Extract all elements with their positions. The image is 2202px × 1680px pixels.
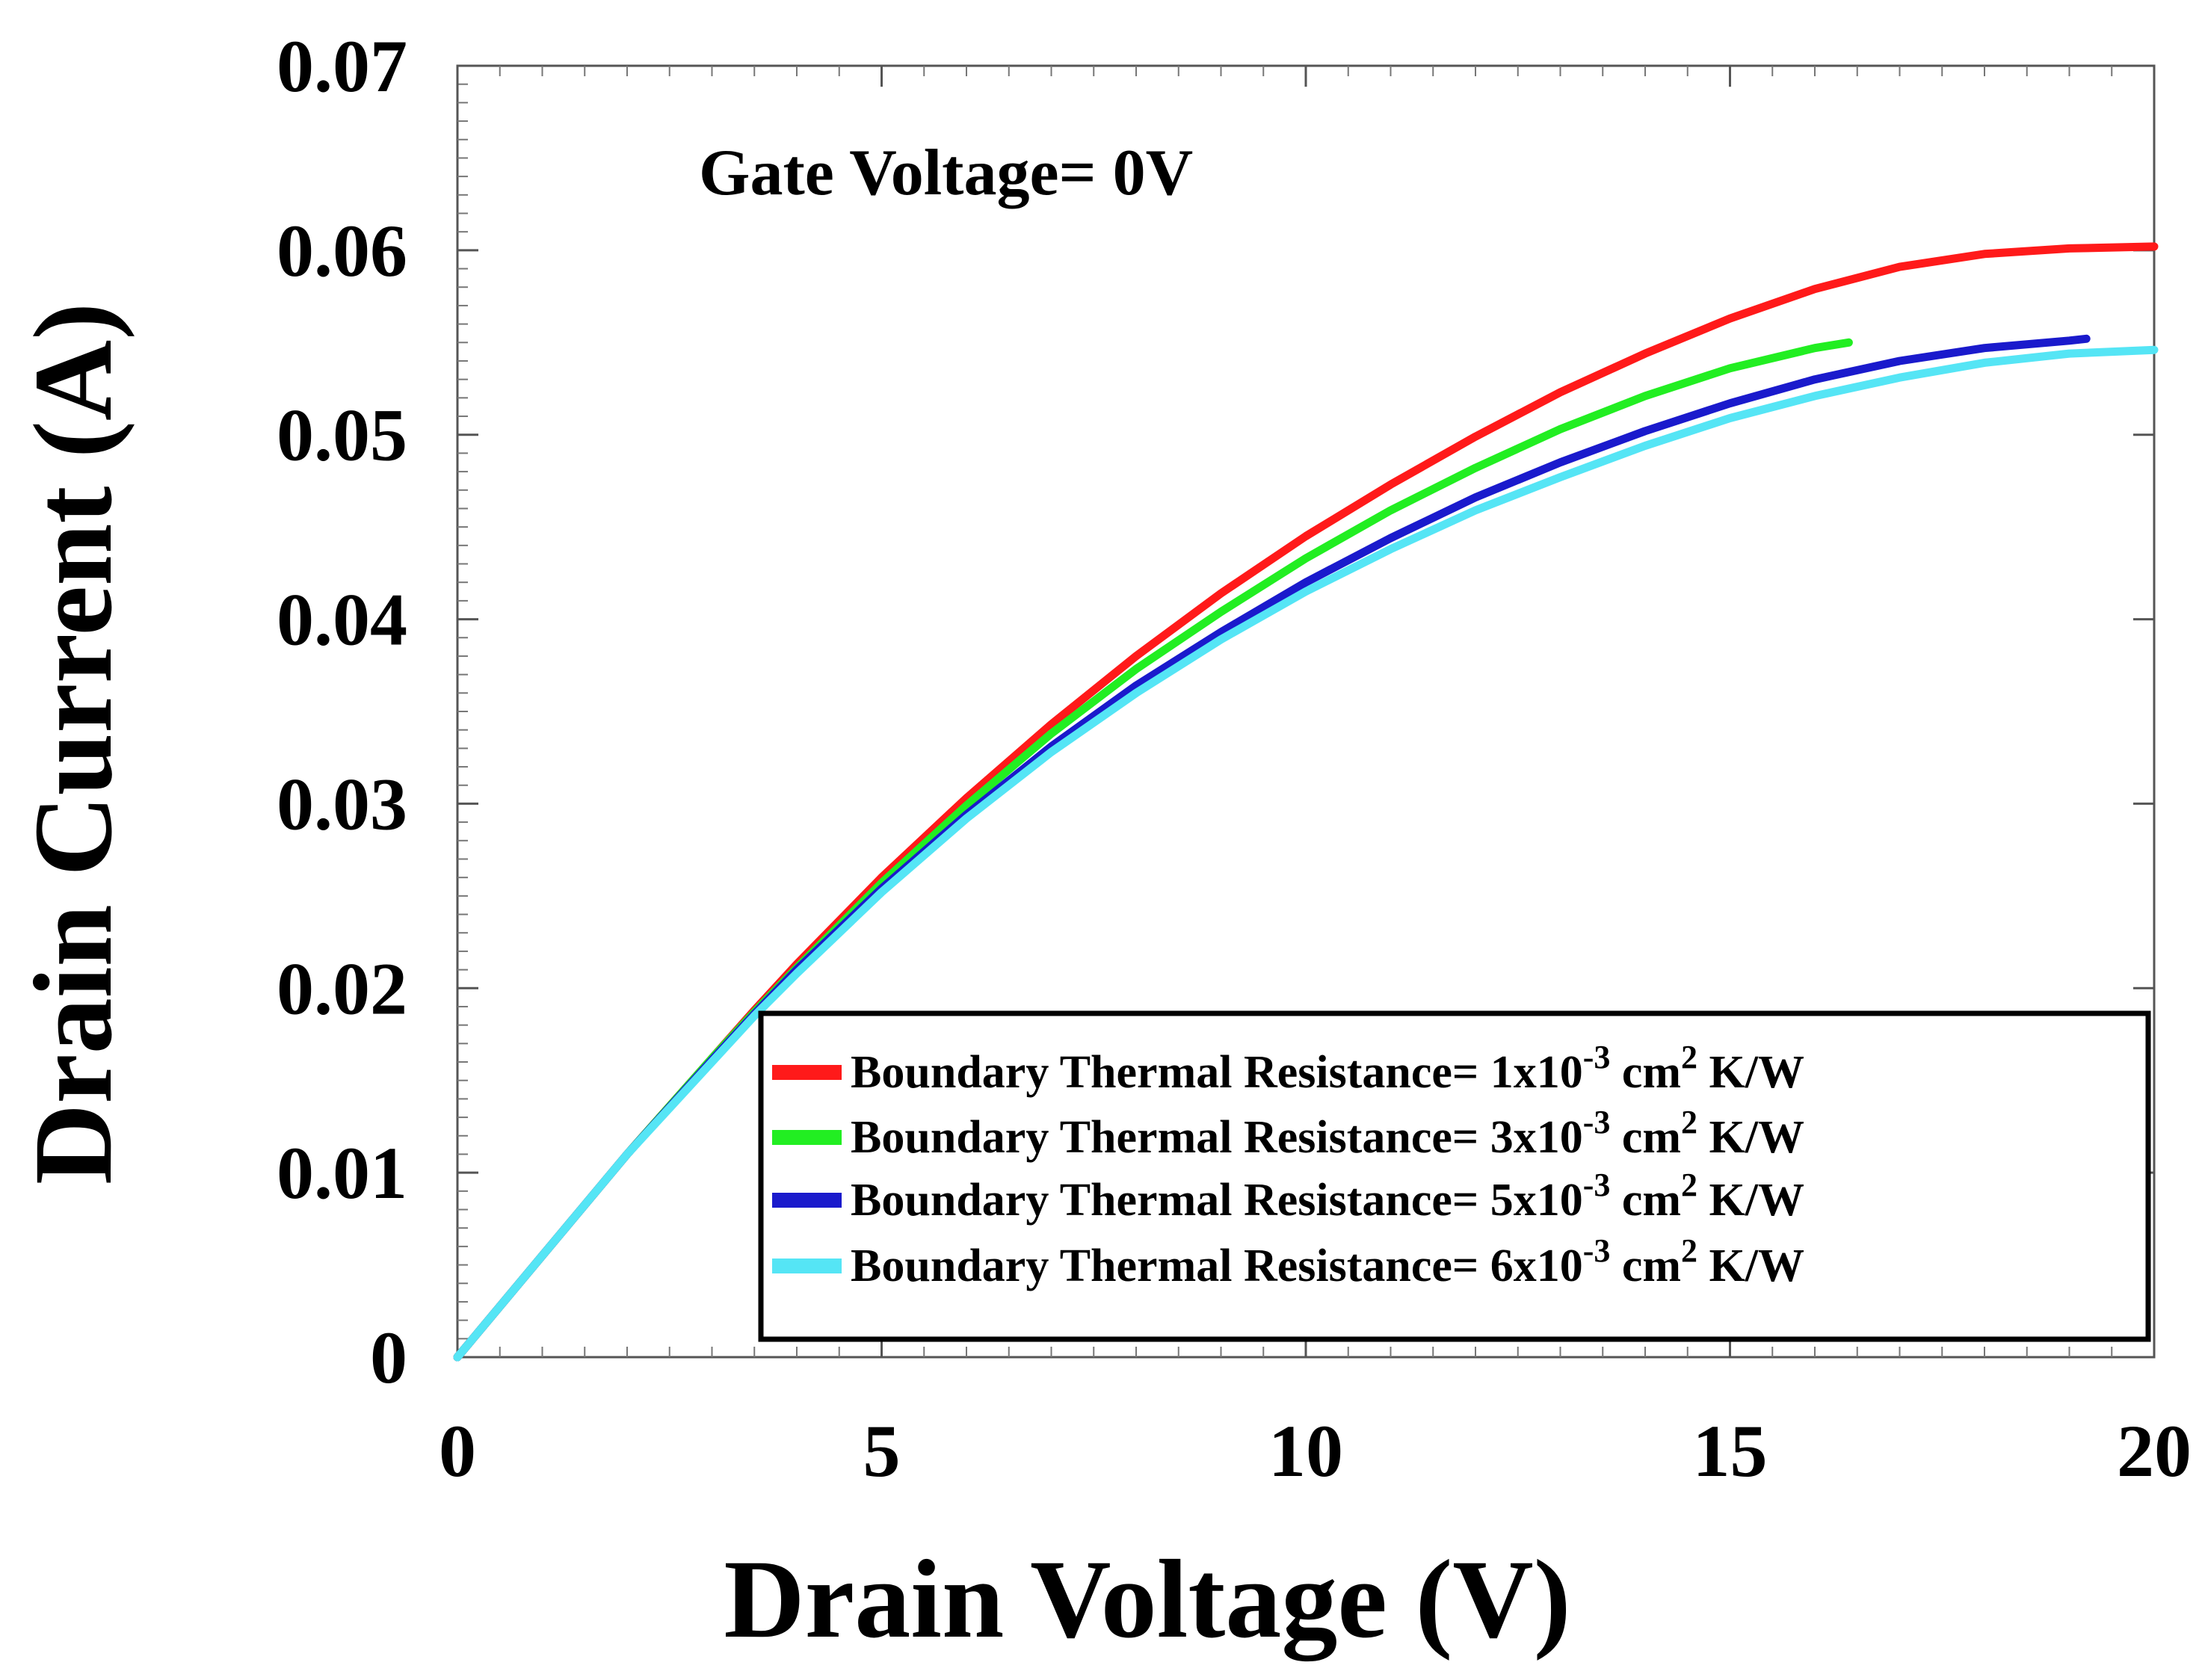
legend-label-part: cm (1610, 1241, 1681, 1291)
legend-label-part: 2 (1681, 1167, 1697, 1203)
x-axis-title: Drain Voltage (V) (724, 1537, 1570, 1661)
y-axis-title: Drain Current (A) (11, 303, 135, 1185)
legend-label-part: Boundary Thermal Resistance= 3x10 (851, 1112, 1583, 1163)
x-tick-label: 0 (439, 1409, 476, 1492)
legend-label-part: 2 (1681, 1039, 1697, 1075)
legend-label-part: K/W (1697, 1112, 1804, 1163)
legend-label-part: Boundary Thermal Resistance= 5x10 (851, 1175, 1583, 1226)
y-tick-label: 0.04 (277, 578, 407, 661)
legend-label-part: Boundary Thermal Resistance= 1x10 (851, 1047, 1583, 1098)
y-tick-label: 0.05 (277, 394, 407, 477)
legend-box (758, 1010, 2151, 1342)
legend-label-part: cm (1610, 1175, 1681, 1226)
legend-label-part: 2 (1681, 1104, 1697, 1140)
y-axis: 0 0.01 0.02 0.03 0.04 0.05 0.06 0.07 (277, 25, 2154, 1399)
x-tick-label: 5 (863, 1409, 901, 1492)
y-tick-label: 0.03 (277, 762, 407, 845)
series-layer (453, 242, 2159, 1362)
x-axis: 0 5 10 15 20 (439, 66, 2192, 1492)
x-tick-label: 20 (2117, 1409, 2192, 1492)
x-tick-label: 10 (1268, 1409, 1343, 1492)
legend-label-2: Boundary Thermal Resistance= 3x10-3 cm2 … (851, 1104, 1804, 1163)
y-tick-label: 0 (370, 1316, 407, 1399)
legend-label-part: K/W (1697, 1175, 1804, 1226)
legend-label-part: 2 (1681, 1232, 1697, 1269)
legend-label-part: K/W (1697, 1047, 1804, 1098)
legend-label-part: cm (1610, 1047, 1681, 1098)
legend-label-part: -3 (1583, 1167, 1611, 1203)
legend-label-4: Boundary Thermal Resistance= 6x10-3 cm2 … (851, 1232, 1804, 1291)
y-tick-label: 0.07 (277, 25, 407, 108)
legend-label-part: -3 (1583, 1232, 1611, 1269)
y-tick-label: 0.02 (277, 947, 407, 1030)
legend: Boundary Thermal Resistance= 1x10-3 cm2 … (758, 1010, 2151, 1342)
legend-label-part: K/W (1697, 1241, 1804, 1291)
annotation-gate-voltage: Gate Voltage= 0V (699, 137, 1193, 209)
y-tick-label: 0.06 (277, 209, 407, 292)
y-tick-label: 0.01 (277, 1131, 407, 1214)
legend-label-part: -3 (1583, 1039, 1611, 1075)
legend-label-1: Boundary Thermal Resistance= 1x10-3 cm2 … (851, 1039, 1804, 1098)
legend-label-part: cm (1610, 1112, 1681, 1163)
series-line-4 (453, 345, 2159, 1362)
legend-label-3: Boundary Thermal Resistance= 5x10-3 cm2 … (851, 1167, 1804, 1226)
x-tick-label: 15 (1693, 1409, 1768, 1492)
legend-label-part: Boundary Thermal Resistance= 6x10 (851, 1241, 1583, 1291)
legend-label-part: -3 (1583, 1104, 1611, 1140)
